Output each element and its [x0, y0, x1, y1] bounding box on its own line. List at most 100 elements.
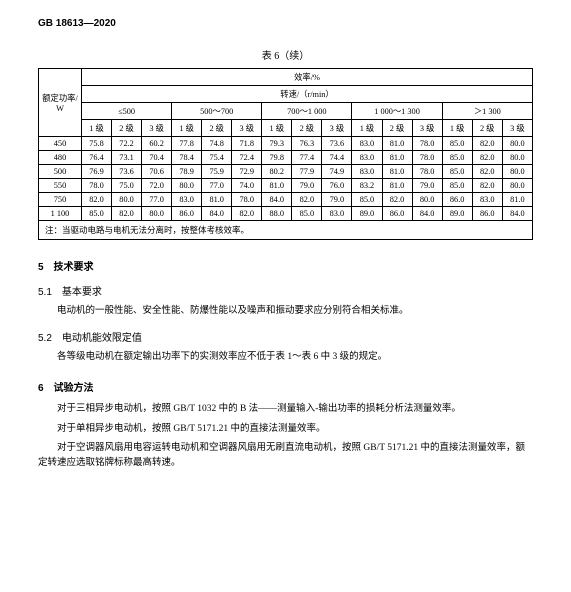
efficiency-table: 额定功率/ W 效率/% 转速/（r/min） ≤500 500～700 700… — [38, 68, 533, 240]
level-header: 2 级 — [292, 120, 322, 137]
value-cell: 71.8 — [232, 137, 262, 151]
speed-group: ＞1 300 — [442, 103, 532, 120]
level-header: 2 级 — [112, 120, 142, 137]
value-cell: 80.2 — [262, 165, 292, 179]
value-cell: 75.8 — [82, 137, 112, 151]
table-row: 1 10085.082.080.086.084.082.088.085.083.… — [39, 207, 533, 221]
value-cell: 76.9 — [82, 165, 112, 179]
level-header: 2 级 — [382, 120, 412, 137]
value-cell: 82.0 — [112, 207, 142, 221]
table-row: 45075.872.260.277.874.871.879.376.373.68… — [39, 137, 533, 151]
para-5-1: 电动机的一般性能、安全性能、防爆性能以及噪声和振动要求应分别符合相关标准。 — [38, 304, 533, 319]
table-row: 55078.075.072.080.077.074.081.079.076.08… — [39, 179, 533, 193]
sec-6-title: 6 试验方法 — [38, 379, 533, 394]
level-header: 3 级 — [142, 120, 172, 137]
value-cell: 70.6 — [142, 165, 172, 179]
speed-group: 700～1 000 — [262, 103, 352, 120]
value-cell: 79.3 — [262, 137, 292, 151]
para-6-2: 对于单相异步电动机，按照 GB/T 5171.21 中的直接法测量效率。 — [38, 422, 533, 437]
power-cell: 1 100 — [39, 207, 82, 221]
col-power: 额定功率/ W — [39, 69, 82, 137]
power-cell: 500 — [39, 165, 82, 179]
value-cell: 86.0 — [442, 193, 472, 207]
level-header: 3 级 — [412, 120, 442, 137]
value-cell: 75.0 — [112, 179, 142, 193]
value-cell: 74.8 — [202, 137, 232, 151]
col-speed: 转速/（r/min） — [82, 86, 533, 103]
value-cell: 82.0 — [472, 165, 502, 179]
value-cell: 80.0 — [502, 179, 532, 193]
value-cell: 82.0 — [232, 207, 262, 221]
value-cell: 79.0 — [412, 179, 442, 193]
power-cell: 480 — [39, 151, 82, 165]
value-cell: 78.0 — [232, 193, 262, 207]
value-cell: 60.2 — [142, 137, 172, 151]
value-cell: 72.2 — [112, 137, 142, 151]
level-header: 1 级 — [172, 120, 202, 137]
value-cell: 85.0 — [442, 165, 472, 179]
value-cell: 77.0 — [202, 179, 232, 193]
sections: 5 技术要求 5.1 基本要求 电动机的一般性能、安全性能、防爆性能以及噪声和振… — [38, 258, 533, 471]
level-header: 2 级 — [202, 120, 232, 137]
value-cell: 81.0 — [382, 179, 412, 193]
value-cell: 75.4 — [202, 151, 232, 165]
value-cell: 78.0 — [412, 165, 442, 179]
value-cell: 81.0 — [502, 193, 532, 207]
value-cell: 83.0 — [352, 151, 382, 165]
sec-5-1-title: 5.1 基本要求 — [38, 283, 533, 298]
value-cell: 74.4 — [322, 151, 352, 165]
value-cell: 75.9 — [202, 165, 232, 179]
value-cell: 82.0 — [472, 137, 502, 151]
level-header: 1 级 — [262, 120, 292, 137]
value-cell: 81.0 — [382, 165, 412, 179]
page: GB 18613—2020 表 6（续） 额定功率/ W 效率/% 转速/（r/… — [0, 0, 571, 485]
standard-id: GB 18613—2020 — [38, 18, 533, 29]
table-row: 50076.973.670.678.975.972.980.277.974.98… — [39, 165, 533, 179]
col-efficiency: 效率/% — [82, 69, 533, 86]
level-row: 1 级2 级3 级1 级2 级3 级1 级2 级3 级1 级2 级3 级1 级2… — [39, 120, 533, 137]
sec-5-title: 5 技术要求 — [38, 258, 533, 273]
value-cell: 85.0 — [292, 207, 322, 221]
level-header: 1 级 — [442, 120, 472, 137]
value-cell: 82.0 — [82, 193, 112, 207]
value-cell: 83.0 — [172, 193, 202, 207]
value-cell: 76.4 — [82, 151, 112, 165]
value-cell: 84.0 — [202, 207, 232, 221]
value-cell: 80.0 — [172, 179, 202, 193]
value-cell: 83.0 — [472, 193, 502, 207]
value-cell: 79.0 — [292, 179, 322, 193]
para-6-3: 对于空调器风扇用电容运转电动机和空调器风扇用无刷直流电动机，按照 GB/T 51… — [38, 441, 533, 471]
value-cell: 78.0 — [412, 137, 442, 151]
value-cell: 81.0 — [382, 137, 412, 151]
value-cell: 79.8 — [262, 151, 292, 165]
table-caption: 表 6（续） — [38, 47, 533, 62]
level-header: 1 级 — [82, 120, 112, 137]
value-cell: 86.0 — [472, 207, 502, 221]
speed-group: 500～700 — [172, 103, 262, 120]
value-cell: 89.0 — [352, 207, 382, 221]
value-cell: 73.6 — [112, 165, 142, 179]
value-cell: 78.0 — [412, 151, 442, 165]
value-cell: 80.0 — [502, 165, 532, 179]
table-row: 48076.473.170.478.475.472.479.877.474.48… — [39, 151, 533, 165]
value-cell: 78.0 — [82, 179, 112, 193]
table-note-row: 注：当驱动电路与电机无法分离时，按整体考核效率。 — [39, 221, 533, 240]
value-cell: 83.2 — [352, 179, 382, 193]
value-cell: 82.0 — [382, 193, 412, 207]
value-cell: 89.0 — [442, 207, 472, 221]
power-cell: 450 — [39, 137, 82, 151]
level-header: 1 级 — [352, 120, 382, 137]
value-cell: 80.0 — [112, 193, 142, 207]
value-cell: 77.8 — [172, 137, 202, 151]
sec-5-2-title: 5.2 电动机能效限定值 — [38, 329, 533, 344]
value-cell: 81.0 — [382, 151, 412, 165]
value-cell: 70.4 — [142, 151, 172, 165]
value-cell: 85.0 — [82, 207, 112, 221]
value-cell: 81.0 — [202, 193, 232, 207]
value-cell: 86.0 — [382, 207, 412, 221]
value-cell: 76.0 — [322, 179, 352, 193]
level-header: 3 级 — [502, 120, 532, 137]
table-row: 75082.080.077.083.081.078.084.082.079.08… — [39, 193, 533, 207]
value-cell: 79.0 — [322, 193, 352, 207]
para-6-1: 对于三相异步电动机，按照 GB/T 1032 中的 B 法——测量输入-输出功率… — [38, 402, 533, 417]
